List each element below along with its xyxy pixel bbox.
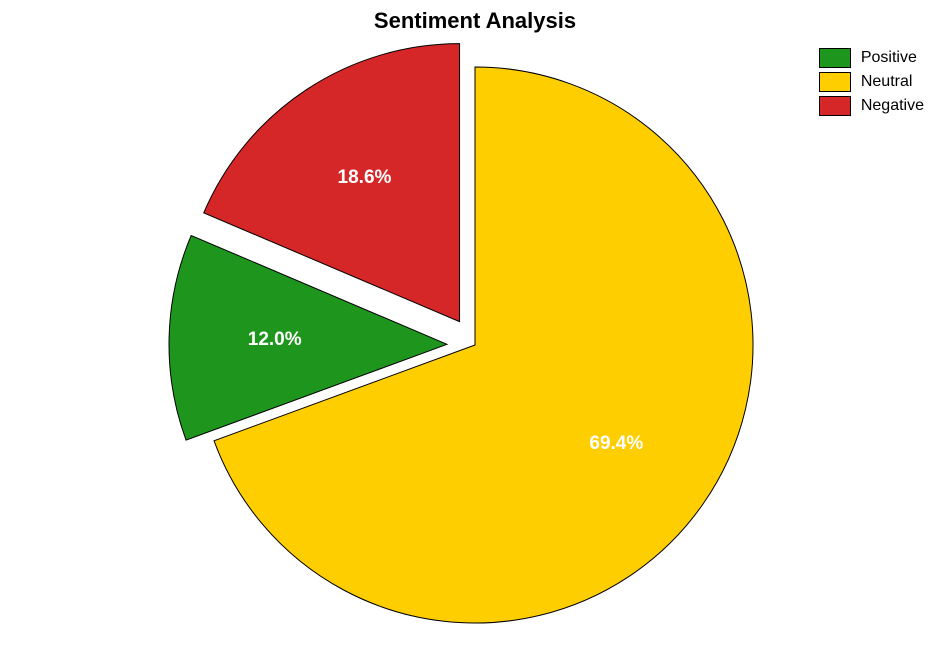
legend-item-neutral: Neutral	[819, 72, 924, 92]
legend-label-negative: Negative	[861, 97, 924, 115]
slice-label-negative: 18.6%	[338, 167, 392, 189]
slice-label-neutral: 69.4%	[589, 433, 643, 455]
legend-label-positive: Positive	[861, 49, 917, 67]
legend-swatch-negative	[819, 96, 851, 116]
legend-swatch-positive	[819, 48, 851, 68]
legend: Positive Neutral Negative	[819, 48, 924, 120]
legend-swatch-neutral	[819, 72, 851, 92]
legend-item-negative: Negative	[819, 96, 924, 116]
legend-label-neutral: Neutral	[861, 73, 913, 91]
pie-chart	[0, 0, 950, 662]
legend-item-positive: Positive	[819, 48, 924, 68]
slice-label-positive: 12.0%	[248, 329, 302, 351]
